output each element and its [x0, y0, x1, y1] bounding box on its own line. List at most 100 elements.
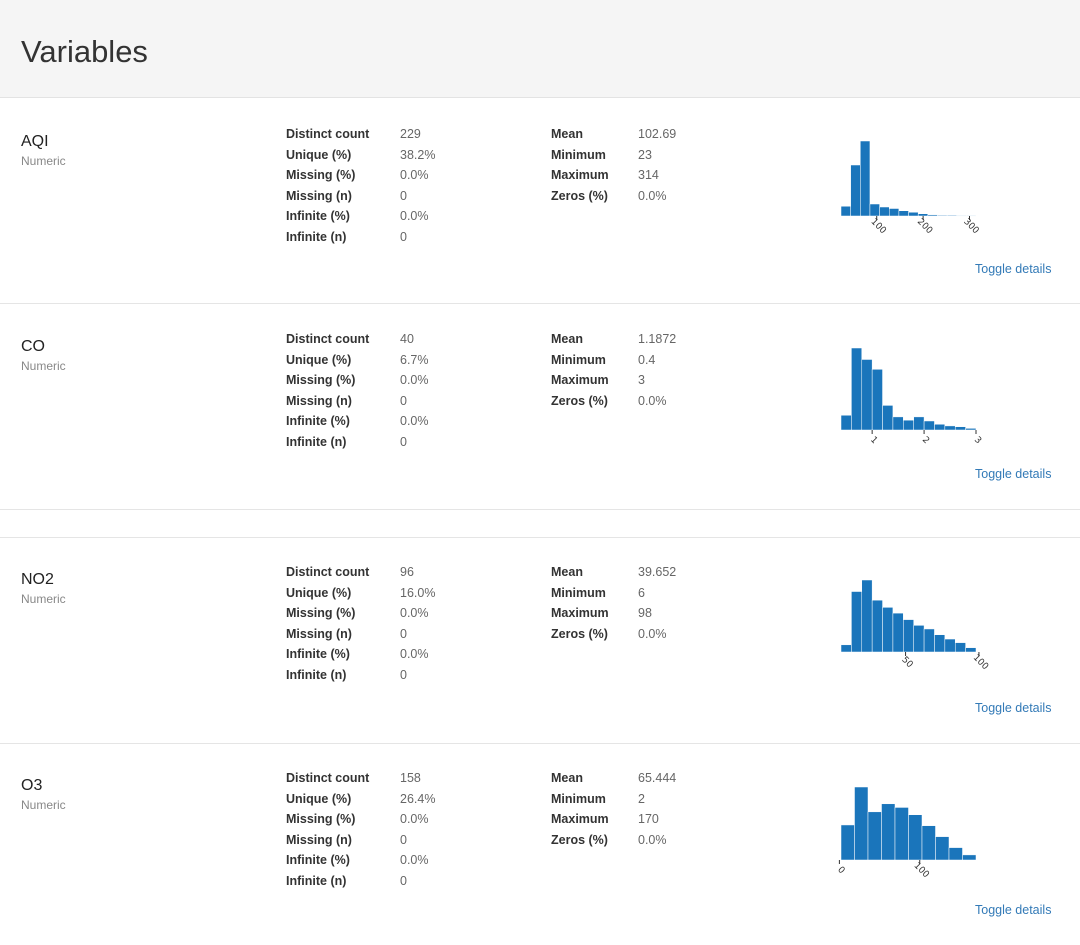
- stat-label: Distinct count: [286, 127, 370, 141]
- stat-value: 26.4%: [400, 791, 436, 806]
- stat-value: 0.0%: [400, 168, 429, 183]
- stat-value: 0.0%: [400, 209, 429, 224]
- stat-label: Distinct count: [286, 771, 370, 785]
- histogram-bar: [882, 607, 894, 653]
- stat-value: 0: [400, 188, 407, 203]
- row-divider: [0, 509, 1080, 510]
- row-divider: [0, 743, 1080, 744]
- axis-tick-label: 0: [835, 865, 846, 876]
- stat-label: Infinite (n): [286, 435, 347, 449]
- stat-value: 6: [638, 585, 645, 600]
- stat-value: 229: [400, 127, 421, 141]
- histogram-bar: [913, 625, 925, 653]
- stat-label: Infinite (%): [286, 647, 350, 662]
- stat-value: 0.0%: [638, 188, 667, 203]
- stat-label: Zeros (%): [551, 832, 608, 847]
- stat-label: Zeros (%): [551, 393, 608, 408]
- histogram-bar: [840, 644, 852, 653]
- variable-name: AQI: [21, 133, 49, 150]
- histogram-bar: [921, 825, 936, 861]
- stat-value: 0.0%: [400, 812, 429, 827]
- stat-label: Missing (%): [286, 373, 356, 388]
- histogram-bar: [860, 140, 871, 217]
- axis-tick-label: 100: [869, 217, 888, 236]
- histogram-bar: [840, 414, 852, 431]
- stat-label: Unique (%): [286, 585, 352, 600]
- histogram-bar: [903, 419, 914, 431]
- stat-value: 314: [638, 168, 659, 183]
- variable-type: Numeric: [21, 154, 66, 168]
- histogram-bar: [903, 619, 914, 653]
- stat-label: Unique (%): [286, 791, 352, 806]
- histogram-bar: [894, 807, 909, 861]
- stat-label: Maximum: [551, 606, 609, 621]
- axis-tick-label: 3: [972, 435, 983, 446]
- histogram-bar: [892, 612, 904, 653]
- toggle-details-link[interactable]: Toggle details: [975, 467, 1052, 481]
- histogram-bar: [944, 425, 956, 431]
- stat-value: 0: [400, 393, 407, 408]
- stat-label: Infinite (n): [286, 874, 347, 888]
- histogram-bar: [871, 599, 883, 653]
- stat-value: 0.0%: [400, 373, 429, 388]
- stat-value: 0.0%: [400, 647, 429, 662]
- stat-value: 0.0%: [638, 393, 667, 408]
- histogram-bar: [871, 369, 883, 431]
- histogram-bar: [881, 803, 896, 861]
- histogram-bar: [913, 416, 925, 431]
- variable-name: CO: [21, 338, 45, 355]
- variable-row-no2: NO2 Numeric Distinct count 96 Unique (%) 16.0…: [0, 537, 1080, 743]
- axis-tick-label: 200: [915, 217, 934, 236]
- stat-value: 158: [400, 771, 421, 785]
- stat-value: 96: [400, 565, 414, 579]
- axis-tick-label: 1: [868, 435, 879, 446]
- histogram-bar: [908, 212, 919, 217]
- stat-value: 38.2%: [400, 147, 436, 162]
- variable-type: Numeric: [21, 592, 66, 606]
- histogram-aqi: 100 200 300: [840, 140, 981, 236]
- histogram-bar: [908, 814, 923, 861]
- stat-label: Distinct count: [286, 565, 370, 579]
- stat-value: 23: [638, 147, 652, 162]
- histogram-bar: [869, 203, 880, 217]
- stat-value: 6.7%: [400, 352, 429, 367]
- stat-label: Mean: [551, 332, 583, 346]
- histogram-bar: [966, 215, 977, 217]
- toggle-details-link[interactable]: Toggle details: [975, 903, 1052, 917]
- stat-value: 1.1872: [638, 332, 677, 346]
- axis-tick-label: 100: [912, 861, 931, 880]
- stat-label: Missing (%): [286, 812, 356, 827]
- stat-value: 0: [400, 435, 407, 449]
- histogram-bar: [934, 634, 946, 653]
- stat-label: Missing (n): [286, 393, 352, 408]
- stat-value: 0.4: [638, 352, 656, 367]
- stat-label: Maximum: [551, 373, 609, 388]
- histogram-bar: [937, 215, 948, 217]
- histogram-bar: [927, 214, 938, 217]
- stat-label: Zeros (%): [551, 188, 608, 203]
- histogram-bar: [944, 638, 956, 653]
- histogram-bar: [954, 426, 966, 431]
- stat-value: 0.0%: [400, 606, 429, 621]
- histogram-bar: [962, 854, 977, 861]
- axis-tick-label: 100: [971, 653, 990, 672]
- axis-tick-label: 2: [920, 435, 931, 446]
- histogram-bar: [923, 628, 935, 653]
- stat-label: Maximum: [551, 812, 609, 827]
- stat-value: 0: [400, 874, 407, 888]
- toggle-details-link[interactable]: Toggle details: [975, 701, 1052, 715]
- variable-row-co: CO Numeric Distinct count 40 Unique (%) 6.7% M…: [0, 304, 1080, 509]
- stat-value: 65.444: [638, 771, 677, 785]
- axis-tick-label: 300: [961, 217, 980, 236]
- axis-tick-label: 50: [899, 655, 914, 670]
- histogram-bar: [851, 347, 863, 431]
- stat-value: 0.0%: [400, 853, 429, 868]
- stat-label: Minimum: [551, 147, 606, 162]
- stat-value: 39.652: [638, 565, 677, 579]
- histogram-bar: [840, 206, 851, 217]
- histogram-bar: [867, 811, 882, 861]
- stat-label: Infinite (n): [286, 230, 347, 244]
- toggle-details-link[interactable]: Toggle details: [975, 262, 1052, 276]
- stat-label: Mean: [551, 565, 583, 579]
- stat-value: 2: [638, 791, 645, 806]
